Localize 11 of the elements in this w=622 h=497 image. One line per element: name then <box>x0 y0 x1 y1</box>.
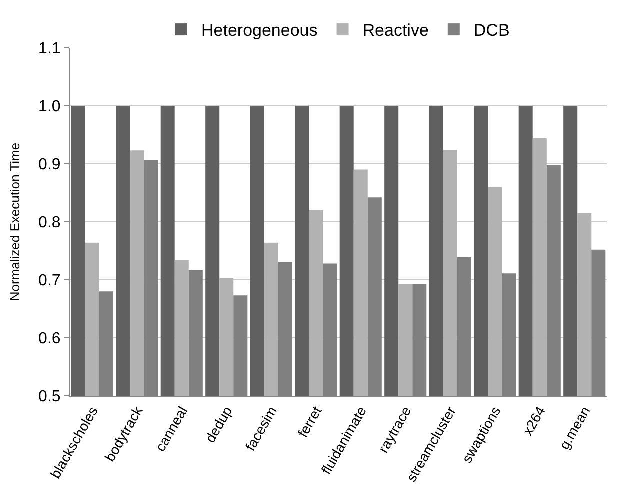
y-axis-title: Normalized Execution Time <box>8 142 22 302</box>
legend-label: DCB <box>474 21 510 40</box>
y-tick-label: 0.5 <box>38 388 61 406</box>
y-tick-label: 0.8 <box>38 214 61 232</box>
y-tick-label: 1.1 <box>38 40 61 58</box>
legend-label: Reactive <box>362 21 429 40</box>
y-tick-label: 0.9 <box>38 156 61 174</box>
y-tick-label: 1.0 <box>38 98 61 116</box>
y-tick-label: 0.7 <box>38 272 61 290</box>
y-tick-label: 0.6 <box>38 330 61 348</box>
legend-label: Heterogeneous <box>202 21 318 40</box>
